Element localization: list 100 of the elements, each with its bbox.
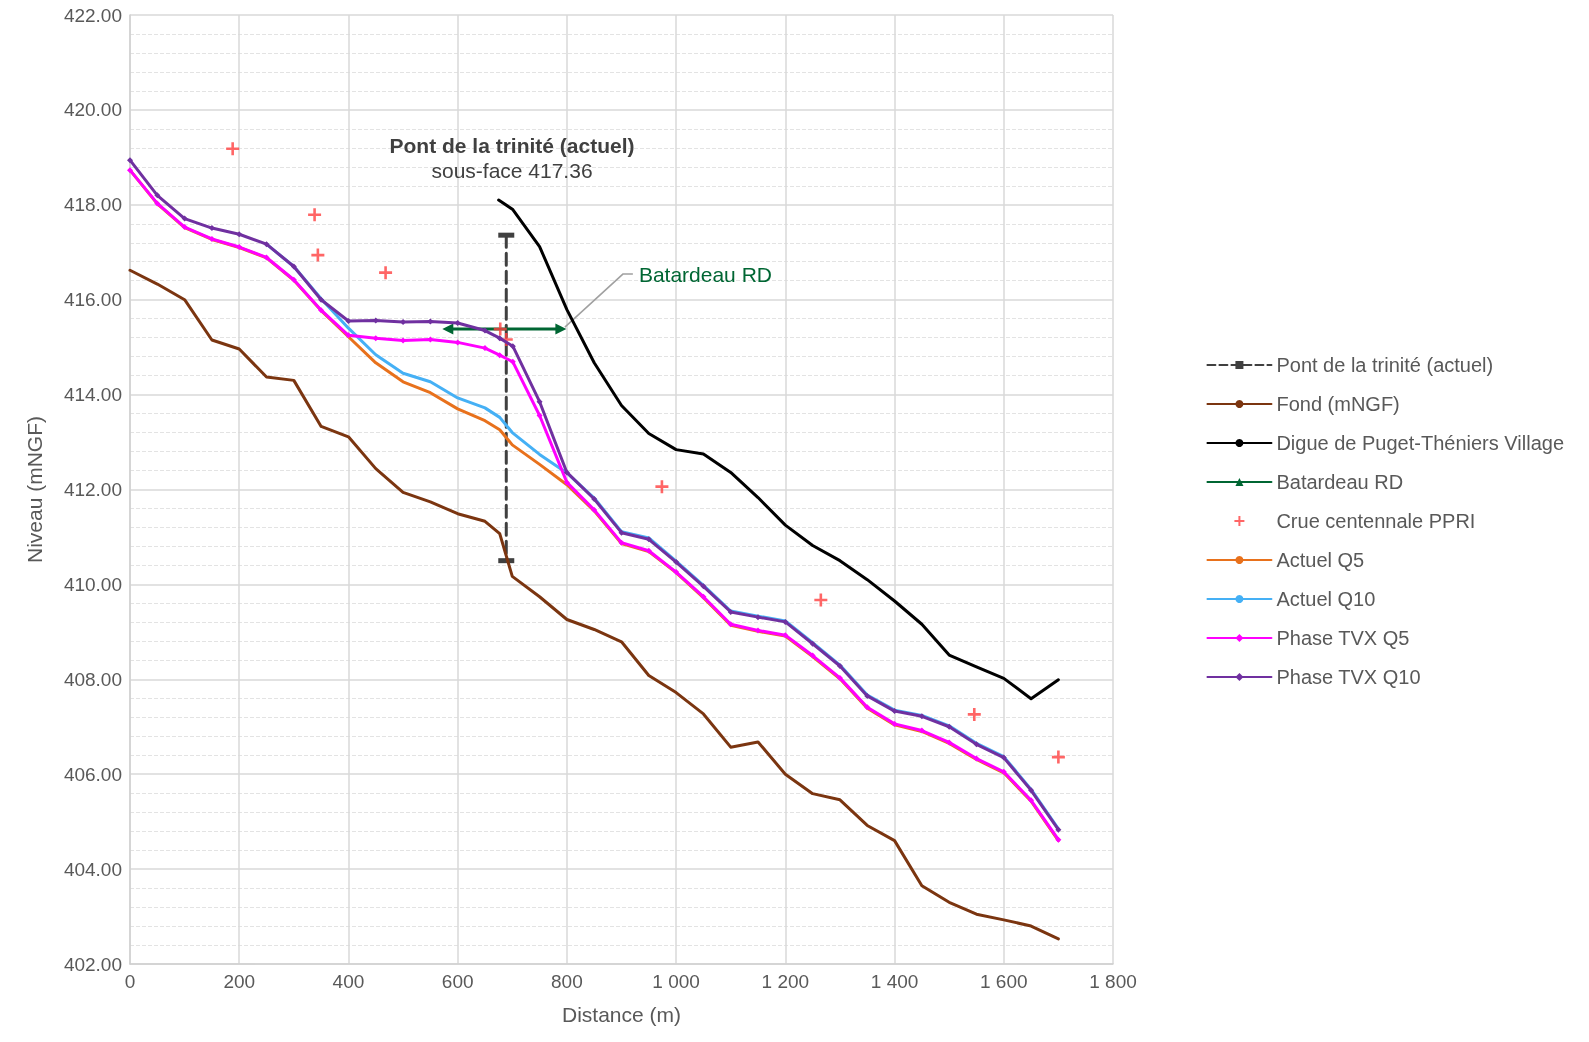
point bbox=[809, 652, 816, 659]
point bbox=[618, 539, 625, 546]
point bbox=[427, 336, 434, 343]
point bbox=[973, 741, 980, 748]
point bbox=[290, 276, 297, 283]
point bbox=[563, 479, 570, 486]
point bbox=[308, 208, 322, 222]
x-tick-label: 1 200 bbox=[761, 971, 810, 992]
point bbox=[208, 225, 215, 232]
y-tick-label: 408.00 bbox=[63, 668, 122, 690]
point bbox=[946, 739, 953, 746]
point bbox=[591, 506, 598, 513]
point bbox=[755, 627, 762, 634]
point bbox=[864, 704, 871, 711]
point bbox=[618, 529, 625, 536]
x-tick-label: 600 bbox=[441, 971, 474, 992]
point bbox=[509, 343, 516, 350]
x-tick-label: 800 bbox=[551, 971, 583, 992]
point bbox=[496, 352, 503, 359]
point bbox=[967, 707, 981, 721]
annotation: Batardeau RD bbox=[638, 262, 772, 286]
y-tick-label: 414.00 bbox=[63, 384, 122, 406]
point bbox=[645, 536, 652, 543]
point bbox=[1051, 750, 1065, 764]
point bbox=[1000, 754, 1007, 761]
point bbox=[127, 157, 133, 164]
point bbox=[493, 322, 507, 336]
point bbox=[673, 569, 680, 576]
point bbox=[236, 231, 243, 238]
point bbox=[496, 335, 503, 342]
point bbox=[236, 244, 243, 251]
legend-label: Digue de Puget-Théniers Village bbox=[1276, 432, 1565, 454]
point bbox=[946, 723, 953, 730]
point bbox=[918, 713, 925, 720]
point bbox=[454, 319, 461, 326]
point bbox=[454, 339, 461, 346]
point bbox=[1055, 836, 1062, 843]
y-tick-label: 410.00 bbox=[63, 573, 122, 595]
point bbox=[1055, 826, 1062, 833]
y-tick-label: 418.00 bbox=[63, 194, 122, 216]
point bbox=[645, 547, 652, 554]
annotation: Pont de la trinité (actuel) sous-face 417.36 bbox=[389, 134, 635, 182]
legend-label: Pont de la trinité (actuel) bbox=[1276, 354, 1494, 376]
point bbox=[727, 608, 734, 615]
y-tick-label: 420.00 bbox=[63, 99, 122, 121]
legend-label: Phase TVX Q5 bbox=[1276, 627, 1410, 649]
point bbox=[782, 632, 789, 639]
legend-label: Batardeau RD bbox=[1276, 471, 1404, 493]
legend-label: Crue centennale PPRI bbox=[1276, 510, 1476, 532]
x-tick-label: 1 600 bbox=[980, 971, 1028, 992]
point bbox=[918, 727, 925, 734]
point bbox=[318, 296, 325, 303]
point bbox=[345, 318, 352, 325]
point bbox=[1028, 787, 1035, 794]
point bbox=[673, 559, 680, 566]
point bbox=[481, 327, 488, 334]
point bbox=[208, 235, 215, 242]
y-tick-label: 422.00 bbox=[63, 4, 122, 26]
point bbox=[372, 335, 379, 342]
point bbox=[263, 241, 270, 248]
point bbox=[1000, 768, 1007, 775]
y-tick-label: 404.00 bbox=[63, 858, 122, 880]
point bbox=[809, 640, 816, 647]
x-tick-label: 1 000 bbox=[652, 971, 700, 992]
x-tick-label: 1 400 bbox=[870, 971, 919, 992]
point bbox=[509, 358, 516, 365]
x-tick-label: 0 bbox=[124, 971, 136, 992]
point bbox=[891, 720, 898, 727]
legend-label: Phase TVX Q10 bbox=[1276, 666, 1421, 688]
line-series bbox=[128, 268, 1060, 941]
point bbox=[536, 412, 543, 419]
y-tick-label: 402.00 bbox=[63, 953, 122, 975]
legend-label: Actuel Q10 bbox=[1276, 588, 1376, 610]
line-series bbox=[497, 198, 1060, 701]
point bbox=[700, 593, 707, 600]
point bbox=[1028, 797, 1035, 804]
point bbox=[563, 469, 570, 476]
point bbox=[290, 263, 297, 270]
point bbox=[181, 224, 188, 231]
point bbox=[864, 692, 871, 699]
point bbox=[379, 266, 393, 280]
point bbox=[836, 674, 843, 681]
x-axis-title: Distance (m) bbox=[561, 1003, 682, 1026]
point bbox=[591, 495, 598, 502]
point bbox=[782, 618, 789, 625]
point bbox=[154, 192, 161, 199]
y-tick-label: 416.00 bbox=[63, 289, 122, 311]
point bbox=[181, 215, 188, 222]
y-tick-label: 412.00 bbox=[63, 479, 122, 500]
legend-label: Actuel Q5 bbox=[1276, 549, 1365, 571]
point bbox=[836, 663, 843, 670]
point bbox=[226, 142, 240, 156]
x-tick-label: 200 bbox=[223, 971, 256, 992]
legend-label: Fond (mNGF) bbox=[1276, 393, 1400, 415]
point bbox=[263, 254, 270, 261]
x-tick-label: 1 800 bbox=[1089, 971, 1137, 992]
point bbox=[700, 583, 707, 590]
x-tick-label: 400 bbox=[332, 971, 365, 992]
point bbox=[727, 621, 734, 628]
point bbox=[973, 755, 980, 762]
